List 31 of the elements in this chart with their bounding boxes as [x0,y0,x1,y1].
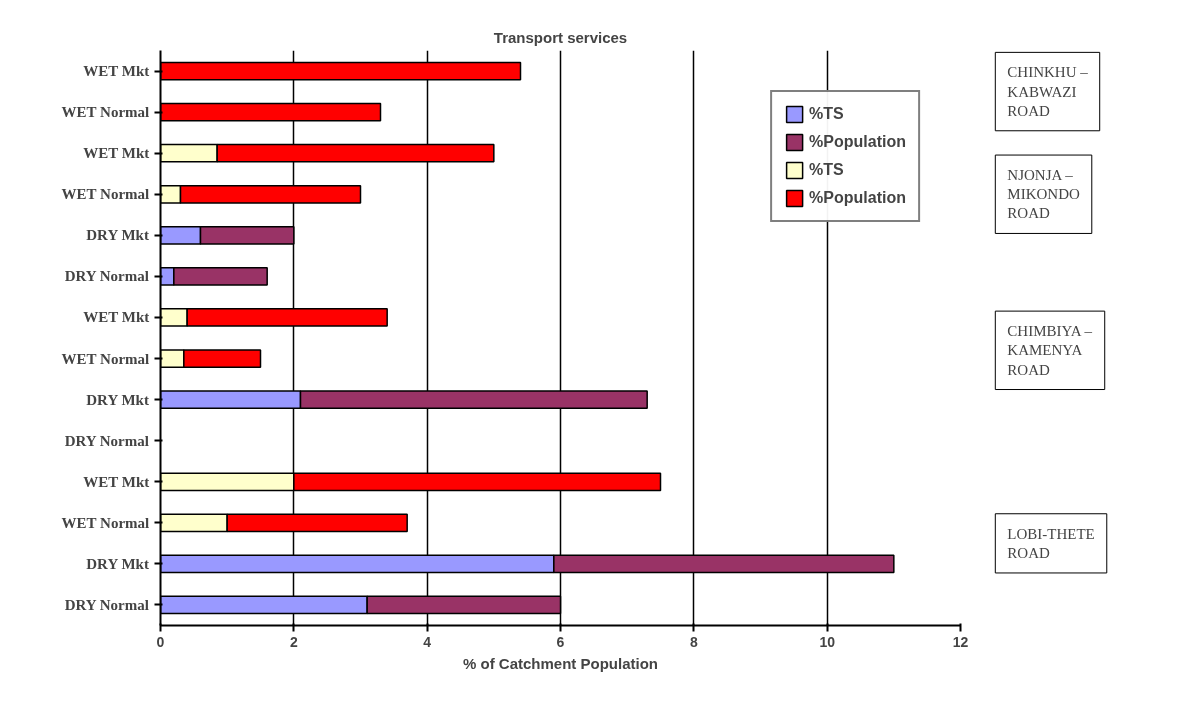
y-tick-label: WET Mkt [83,473,150,490]
x-axis-title: % of Catchment Population [463,654,658,672]
text: NJONJA – MIKONDO ROAD [1007,167,1080,222]
text: CHINKHU – KABWAZI ROAD [1007,64,1089,119]
y-tick-label: DRY Mkt [86,555,149,572]
legend-label: %TS [809,161,844,179]
text: LOBI-THETE ROAD [1007,525,1095,561]
y-tick-label: WET Normal [61,514,150,531]
x-tick-label: 6 [556,633,565,650]
y-tick-label: WET Mkt [83,145,150,162]
y-tick-label: DRY Mkt [86,391,149,408]
x-tick-label: 8 [689,633,698,650]
text: CHIMBIYA – KAMENYA ROAD [1007,323,1093,378]
y-tick-label: DRY Normal [64,432,149,449]
y-tick-label: WET Mkt [83,63,150,80]
legend-label: %Population [809,189,906,207]
y-tick-label: WET Normal [61,104,150,121]
x-tick-label: 0 [156,633,165,650]
legend-label: %TS [809,105,844,123]
y-tick-label: DRY Normal [64,596,149,613]
y-tick-label: WET Normal [61,350,150,367]
y-tick-label: DRY Mkt [86,227,149,244]
chart-title: Transport services [493,28,628,46]
y-tick-label: DRY Normal [64,268,149,285]
y-tick-label: WET Normal [61,186,150,203]
y-tick-label: WET Mkt [83,309,150,326]
x-tick-label: 2 [289,633,298,650]
x-tick-label: 12 [952,633,969,650]
x-tick-label: 4 [423,633,432,650]
x-tick-label: 10 [819,633,836,650]
legend-label: %Population [809,133,906,151]
